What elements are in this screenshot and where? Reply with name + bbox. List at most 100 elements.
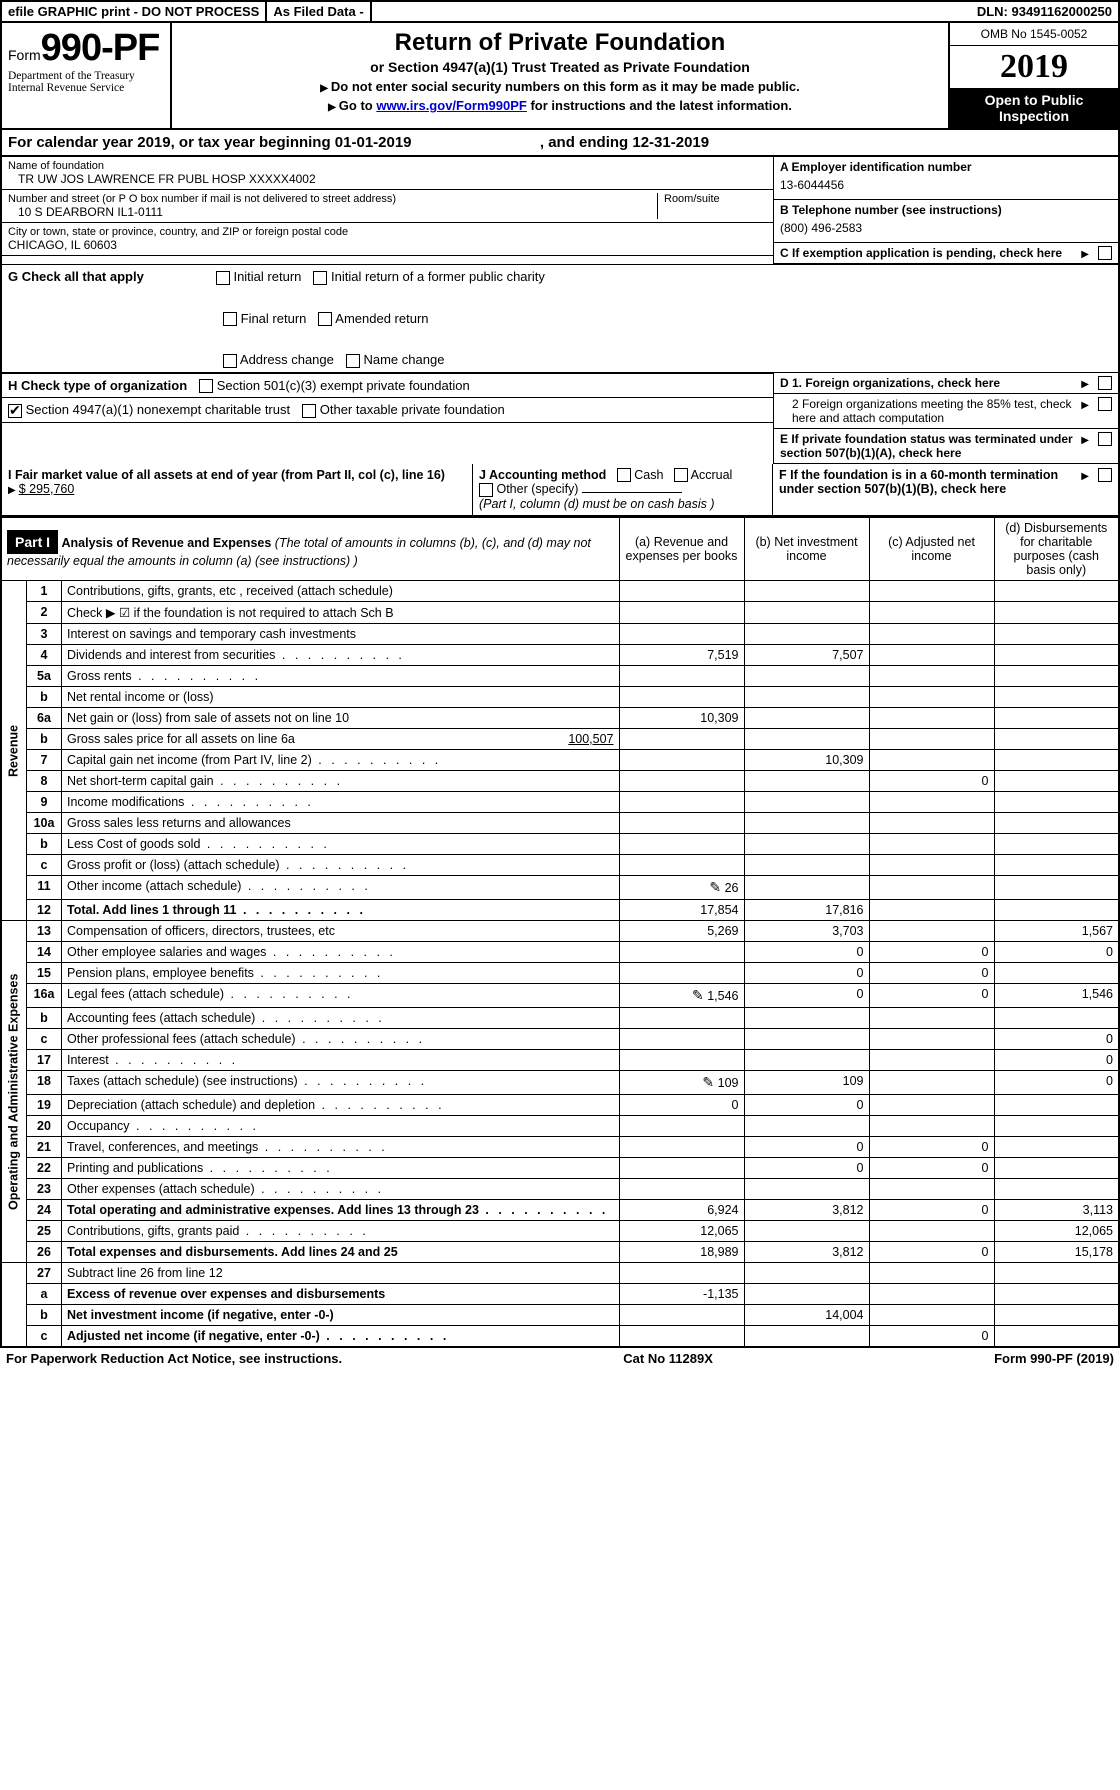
amount-cell [744,624,869,645]
j-other[interactable] [479,483,493,497]
d2-row: 2 Foreign organizations meeting the 85% … [774,394,1118,429]
efile-notice: efile GRAPHIC print - DO NOT PROCESS [2,2,267,21]
line-number: b [27,834,62,855]
amount-cell [744,855,869,876]
amount-cell [619,813,744,834]
amount-cell: 18,989 [619,1242,744,1263]
g-initial-former[interactable] [313,271,327,285]
table-row: 22Printing and publications00 [1,1158,1119,1179]
amount-cell: 0 [869,1242,994,1263]
amount-cell [869,855,994,876]
table-row: 17Interest0 [1,1050,1119,1071]
table-row: 26Total expenses and disbursements. Add … [1,1242,1119,1263]
attachment-icon[interactable]: ✎ [702,1074,714,1090]
ijf-row: I Fair market value of all assets at end… [0,464,1120,517]
amount-cell [869,645,994,666]
table-row: bAccounting fees (attach schedule) [1,1008,1119,1029]
amount-cell [619,750,744,771]
amount-cell: 3,113 [994,1200,1119,1221]
line-description: Accounting fees (attach schedule) [62,1008,620,1029]
amount-cell [994,963,1119,984]
cat-no: Cat No 11289X [623,1351,713,1366]
amount-cell [869,1179,994,1200]
g-final-return[interactable] [223,312,237,326]
f-cell: F If the foundation is in a 60-month ter… [773,464,1118,515]
amount-cell [744,1263,869,1284]
instr-link[interactable]: www.irs.gov/Form990PF [376,98,527,113]
line-description: Other professional fees (attach schedule… [62,1029,620,1050]
amount-cell [994,645,1119,666]
amount-cell [994,1137,1119,1158]
d1-checkbox[interactable] [1098,376,1112,390]
line-number: 14 [27,942,62,963]
line-number: 21 [27,1137,62,1158]
amount-cell [869,602,994,624]
phone-label: B Telephone number (see instructions) [780,203,1112,217]
irs-label: Internal Revenue Service [8,82,164,94]
amount-cell [994,855,1119,876]
j-accrual[interactable] [674,468,688,482]
amount-cell [744,666,869,687]
amount-cell [744,687,869,708]
dept-treasury: Department of the Treasury [8,70,164,82]
col-b-hdr: (b) Net investment income [744,518,869,581]
form-title: Return of Private Foundation [178,29,942,57]
e-checkbox[interactable] [1098,432,1112,446]
line-number: 24 [27,1200,62,1221]
line-number: 20 [27,1116,62,1137]
amount-cell [619,834,744,855]
c-label: C If exemption application is pending, c… [780,246,1075,260]
amount-cell: 0 [994,1029,1119,1050]
amount-cell [994,1158,1119,1179]
name-label: Name of foundation [8,160,767,172]
amount-cell: 0 [744,1095,869,1116]
part1-title: Analysis of Revenue and Expenses [62,536,272,550]
g-name-change[interactable] [346,354,360,368]
city-label: City or town, state or province, country… [8,226,767,238]
amount-cell: 0 [869,963,994,984]
line-number: b [27,1008,62,1029]
form-subtitle: or Section 4947(a)(1) Trust Treated as P… [178,59,942,75]
j-cash[interactable] [617,468,631,482]
h-501c3[interactable] [199,379,213,393]
amount-cell [744,1008,869,1029]
amount-cell: 5,269 [619,921,744,942]
line-number: 8 [27,771,62,792]
amount-cell: 1,567 [994,921,1119,942]
amount-cell [744,834,869,855]
h-row: H Check type of organization Section 501… [2,373,773,399]
amount-cell [744,602,869,624]
attachment-icon[interactable]: ✎ [709,879,721,895]
amount-cell: 17,854 [619,900,744,921]
amount-cell: 0 [869,984,994,1008]
attachment-icon[interactable]: ✎ [692,987,704,1003]
amount-cell [994,900,1119,921]
line-number: 1 [27,581,62,602]
amount-cell [619,687,744,708]
g-initial-return[interactable] [216,271,230,285]
line-number: 18 [27,1071,62,1095]
h-other-taxable[interactable] [302,404,316,418]
phone-value: (800) 496-2583 [780,217,1112,239]
g-amended[interactable] [318,312,332,326]
amount-cell: 0 [994,1050,1119,1071]
amount-cell [869,729,994,750]
d2-checkbox[interactable] [1098,397,1112,411]
g-address-change[interactable] [223,354,237,368]
amount-cell [619,666,744,687]
line-description: Net investment income (if negative, ente… [62,1305,620,1326]
line-description: Net rental income or (loss) [62,687,620,708]
amount-cell [994,1305,1119,1326]
line-description: Subtract line 26 from line 12 [62,1263,620,1284]
line-number: 17 [27,1050,62,1071]
h-4947a1[interactable] [8,404,22,418]
d1-row: D 1. Foreign organizations, check here [774,373,1118,394]
amount-cell: 0 [994,942,1119,963]
table-row: bNet investment income (if negative, ent… [1,1305,1119,1326]
f-checkbox[interactable] [1098,468,1112,482]
amount-cell [619,942,744,963]
j-note: (Part I, column (d) must be on cash basi… [479,497,715,511]
line-description: Excess of revenue over expenses and disb… [62,1284,620,1305]
c-checkbox[interactable] [1098,246,1112,260]
line-description: Gross sales less returns and allowances [62,813,620,834]
